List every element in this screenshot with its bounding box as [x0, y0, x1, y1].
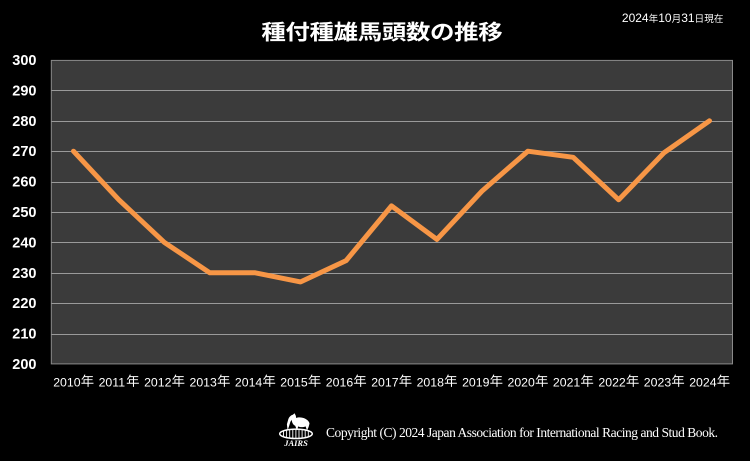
- svg-text:240: 240: [12, 235, 36, 251]
- svg-text:2017: 2017: [371, 375, 399, 389]
- svg-text:250: 250: [12, 205, 36, 221]
- svg-text:270: 270: [12, 144, 36, 160]
- svg-text:31: 31: [681, 11, 695, 25]
- svg-text:2024: 2024: [622, 11, 649, 25]
- svg-text:280: 280: [12, 114, 36, 130]
- svg-text:2015: 2015: [280, 375, 308, 389]
- svg-text:200: 200: [12, 357, 36, 373]
- svg-text:Copyright (C) 2024 Japan Assoc: Copyright (C) 2024 Japan Association for…: [326, 425, 718, 440]
- svg-text:2013: 2013: [190, 375, 218, 389]
- svg-text:230: 230: [12, 266, 36, 282]
- svg-text:2023: 2023: [644, 375, 672, 389]
- svg-text:210: 210: [12, 327, 36, 343]
- svg-text:220: 220: [12, 296, 36, 312]
- svg-text:JAIRS: JAIRS: [283, 438, 308, 448]
- svg-text:2024: 2024: [689, 375, 717, 389]
- svg-text:2021: 2021: [553, 375, 581, 389]
- svg-text:2010: 2010: [53, 375, 81, 389]
- svg-text:2016: 2016: [326, 375, 354, 389]
- svg-text:10: 10: [658, 11, 672, 25]
- svg-text:2018: 2018: [417, 375, 445, 389]
- svg-text:2012: 2012: [144, 375, 172, 389]
- svg-text:2019: 2019: [462, 375, 490, 389]
- svg-text:2011: 2011: [99, 375, 126, 389]
- svg-text:300: 300: [12, 53, 36, 69]
- svg-text:290: 290: [12, 83, 36, 99]
- svg-text:2014: 2014: [235, 375, 263, 389]
- svg-text:2020: 2020: [508, 375, 536, 389]
- svg-text:2022: 2022: [598, 375, 626, 389]
- svg-text:260: 260: [12, 175, 36, 191]
